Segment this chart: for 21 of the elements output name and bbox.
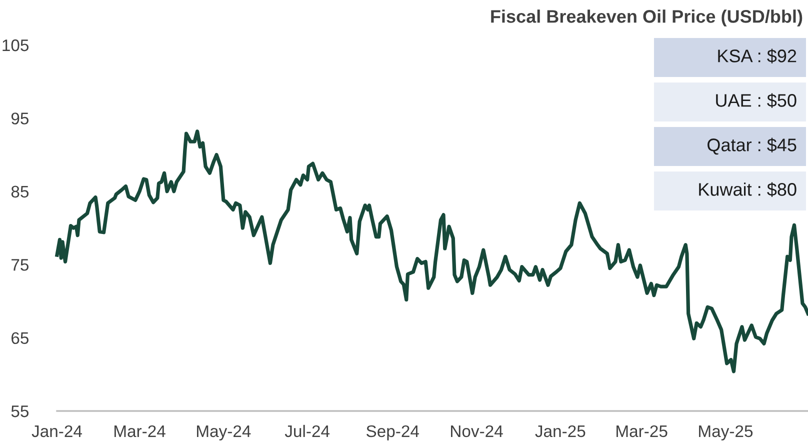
- line-series: [55, 130, 808, 374]
- x-tick-label: Nov-24: [451, 425, 503, 438]
- x-tick-label: Mar-24: [114, 425, 166, 438]
- annotation: KSA : $92: [718, 48, 796, 64]
- x-tick-label: May-24: [197, 425, 251, 440]
- x-tick-label: Jan-24: [32, 425, 82, 438]
- chart-title: Fiscal Breakeven Oil Price (USD/bbl): [491, 10, 802, 26]
- x-tick-label: May-25: [699, 425, 753, 440]
- y-tick-label: 95: [11, 112, 29, 124]
- annotation: UAE : $50: [716, 93, 796, 108]
- x-tick-label: Mar-25: [616, 425, 668, 438]
- y-tick-label: 85: [11, 186, 29, 198]
- y-tick-label: 105: [2, 39, 29, 52]
- y-tick-label: 55: [11, 406, 29, 418]
- x-tick-label: Jul-24: [284, 424, 330, 438]
- annotation: Kuwait : $80: [699, 182, 796, 197]
- x-tick-label: Jan-25: [535, 425, 586, 438]
- y-tick-label: 65: [12, 332, 29, 344]
- x-tick-label: Sep-24: [366, 425, 419, 440]
- annotation: Qatar : $45: [708, 138, 796, 155]
- y-tick-label: 75: [12, 259, 29, 271]
